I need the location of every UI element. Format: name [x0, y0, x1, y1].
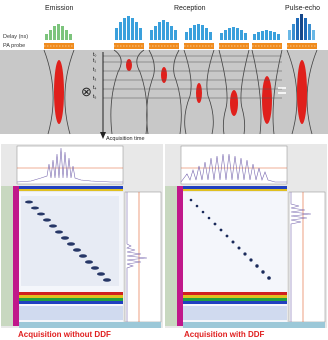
acquisition-time-label: Acquisition time — [106, 136, 145, 142]
pulse-echo-heading: Pulse-echo — [285, 5, 321, 12]
pulse-echo-delay-bars — [288, 14, 315, 40]
time-label-4: t₄ — [93, 85, 97, 91]
pa-probe-label: PA probe — [3, 43, 26, 49]
time-lines — [103, 55, 282, 99]
reception-delay-bars — [115, 16, 280, 40]
pa-probes — [44, 43, 317, 49]
equals-sign — [278, 87, 286, 94]
time-label-0: t₀ — [93, 52, 97, 58]
delay-label: Delay (ns) — [3, 34, 29, 40]
emission-heading: Emission — [45, 5, 74, 12]
echo-streak-with-ddf — [189, 198, 271, 280]
ddf-schematic: Emission Reception Pulse-echo Delay (ns)… — [0, 0, 328, 150]
time-label-5: t₅ — [93, 94, 97, 100]
caption-with-ddf: Acquisition with DDF — [184, 330, 265, 339]
schematic-graphic — [0, 14, 328, 139]
echo-streak-without-ddf — [25, 200, 111, 282]
time-label-1: t₁ — [93, 58, 97, 64]
time-label-3: t₃ — [93, 76, 97, 82]
caption-without-ddf: Acquisition without DDF — [18, 330, 111, 339]
b-scan-without-ddf — [1, 144, 163, 328]
time-label-2: t₂ — [93, 67, 97, 73]
combine-symbol: ⊗ — [81, 84, 92, 99]
b-scan-with-ddf — [165, 144, 327, 328]
acquisition-time-arrow — [100, 52, 106, 139]
emission-delay-bars — [45, 24, 72, 40]
beam-envelopes — [43, 49, 318, 135]
reception-heading: Reception — [174, 5, 206, 12]
screen-with-ddf — [165, 144, 327, 328]
screen-without-ddf — [1, 144, 163, 328]
